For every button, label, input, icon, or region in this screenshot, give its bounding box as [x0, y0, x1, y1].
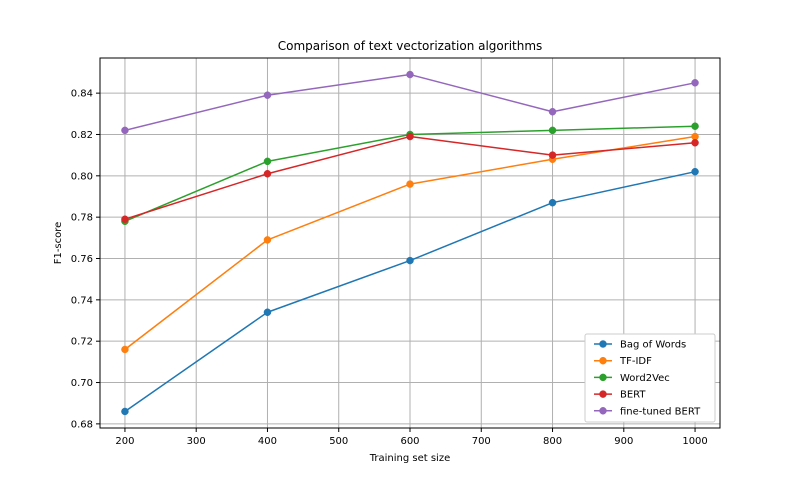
- legend-item-0: Bag of Words: [594, 340, 686, 351]
- data-point-2-3: [548, 126, 557, 135]
- y-axis-label: F1-score: [53, 222, 64, 265]
- data-point-4-3: [548, 107, 557, 116]
- legend-marker: [599, 390, 607, 398]
- chart-title: Comparison of text vectorization algorit…: [278, 39, 543, 53]
- data-point-4-1: [263, 91, 272, 99]
- legend-marker: [599, 407, 607, 415]
- data-point-3-2: [406, 132, 414, 141]
- y-axis-ticks: 0.68 0.70 0.72 0.74 0.76 0.78 0.80 0.82 0.84: [71, 89, 100, 430]
- data-point-1-1: [263, 236, 272, 244]
- x-tick-label: 900: [614, 436, 633, 447]
- y-tick-label: 0.84: [71, 89, 93, 100]
- y-tick-label: 0.72: [71, 337, 93, 348]
- data-point-0-4: [691, 167, 699, 176]
- legend-label: fine-tuned BERT: [620, 406, 701, 417]
- y-tick-label: 0.68: [71, 419, 93, 430]
- data-point-0-2: [406, 256, 414, 265]
- legend-item-4: fine-tuned BERT: [594, 406, 701, 417]
- legend-label: TF-IDF: [619, 356, 652, 367]
- data-point-4-2: [406, 70, 414, 79]
- data-point-3-0: [121, 215, 129, 223]
- legend-marker: [599, 340, 607, 348]
- y-tick-label: 0.82: [71, 130, 93, 141]
- x-tick-label: 800: [543, 436, 562, 447]
- y-tick-label: 0.80: [71, 171, 93, 182]
- data-point-3-4: [691, 139, 699, 147]
- legend-item-3: BERT: [594, 390, 646, 401]
- x-tick-label: 1000: [682, 436, 707, 447]
- data-point-3-3: [548, 151, 557, 159]
- series-points: [121, 70, 699, 416]
- data-point-1-0: [121, 345, 129, 354]
- legend-label: BERT: [620, 390, 646, 401]
- legend-label: Bag of Words: [620, 340, 686, 351]
- legend-box: [584, 333, 716, 423]
- data-point-4-0: [121, 126, 129, 135]
- legend-item-1: TF-IDF: [594, 356, 652, 367]
- x-tick-label: 700: [472, 436, 491, 447]
- x-tick-label: 200: [115, 436, 134, 447]
- y-tick-label: 0.70: [71, 378, 93, 389]
- legend: Bag of Words TF-IDF Word2Vec BERT fine-tuned…: [584, 333, 716, 423]
- x-tick-label: 300: [187, 436, 206, 447]
- data-point-2-1: [263, 157, 272, 166]
- legend-item-2: Word2Vec: [594, 373, 670, 384]
- data-point-0-3: [548, 198, 557, 207]
- x-tick-label: 400: [258, 436, 277, 447]
- legend-marker: [599, 356, 607, 365]
- data-point-0-1: [263, 308, 272, 316]
- x-tick-label: 600: [400, 436, 419, 447]
- data-point-3-1: [263, 170, 272, 178]
- data-point-4-4: [691, 79, 699, 87]
- y-tick-label: 0.76: [71, 254, 93, 265]
- y-tick-label: 0.74: [71, 295, 93, 306]
- legend-marker: [599, 373, 607, 382]
- y-tick-label: 0.78: [71, 213, 93, 224]
- x-tick-label: 500: [329, 436, 348, 447]
- data-point-2-4: [691, 122, 699, 130]
- legend-label: Word2Vec: [620, 373, 670, 384]
- x-axis-label: Training set size: [369, 453, 451, 464]
- x-axis-ticks: 200 300 400 500 600 700 800 900 1000: [115, 428, 708, 447]
- data-point-0-0: [121, 407, 129, 416]
- data-point-1-2: [406, 180, 414, 188]
